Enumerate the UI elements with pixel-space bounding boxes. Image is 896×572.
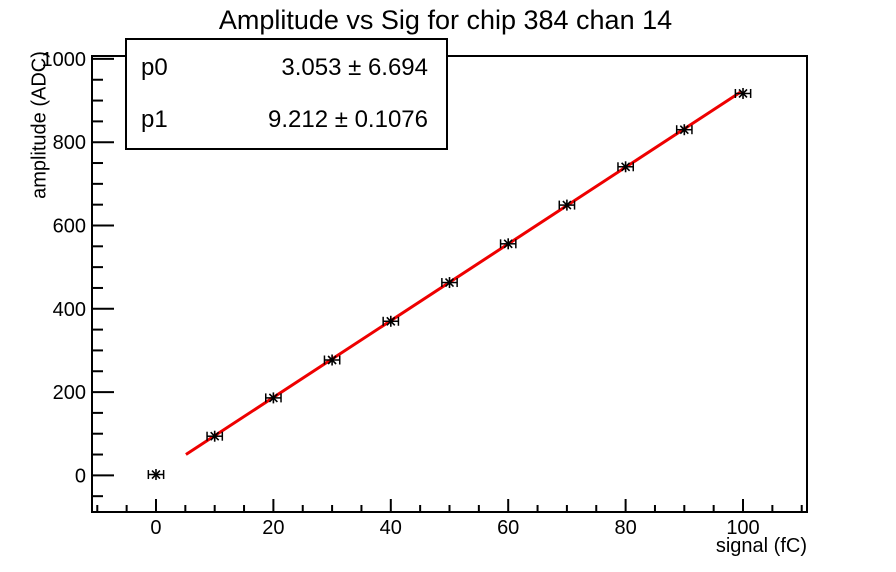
x-tick-label: 20 (262, 517, 284, 539)
data-point-marker (738, 88, 748, 99)
data-point-marker (268, 393, 278, 403)
y-tick-label: 0 (75, 465, 86, 487)
y-tick-label: 400 (53, 299, 86, 321)
fit-param-p0-name: p0 (141, 54, 168, 81)
chart-title: Amplitude vs Sig for chip 384 chan 14 (218, 5, 673, 35)
fit-line (185, 90, 742, 456)
x-tick-label: 100 (726, 517, 759, 539)
stats-row-p1: p1 9.212 ± 0.1076 (141, 106, 428, 134)
stats-box: p0 3.053 ± 6.694 p1 9.212 ± 0.1076 (125, 38, 448, 150)
x-tick-label: 40 (380, 517, 402, 539)
data-point-marker (503, 239, 513, 249)
fit-param-p0-value: 3.053 ± 6.694 (281, 54, 428, 81)
data-point-marker (444, 277, 455, 288)
y-tick-label: 200 (53, 382, 86, 404)
y-tick-label: 800 (53, 132, 86, 154)
stats-row-p0: p0 3.053 ± 6.694 (141, 54, 428, 82)
x-axis-title: signal (fC) (715, 535, 807, 557)
y-tick-label: 1000 (42, 49, 87, 71)
data-point-marker (562, 200, 572, 210)
data-point-marker (621, 162, 631, 172)
x-tick-label: 0 (150, 517, 161, 539)
data-point-marker (327, 355, 337, 365)
data-point-marker (386, 316, 396, 326)
y-axis-title: amplitude (ADC) (28, 51, 51, 199)
data-point-marker (679, 125, 689, 135)
x-tick-label: 60 (497, 517, 519, 539)
data-point-marker (151, 469, 161, 480)
fit-param-p1-value: 9.212 ± 0.1076 (268, 106, 428, 133)
x-tick-label: 80 (614, 517, 636, 539)
data-point-marker (210, 431, 220, 441)
fit-param-p1-name: p1 (141, 106, 168, 133)
y-tick-label: 600 (53, 215, 86, 237)
